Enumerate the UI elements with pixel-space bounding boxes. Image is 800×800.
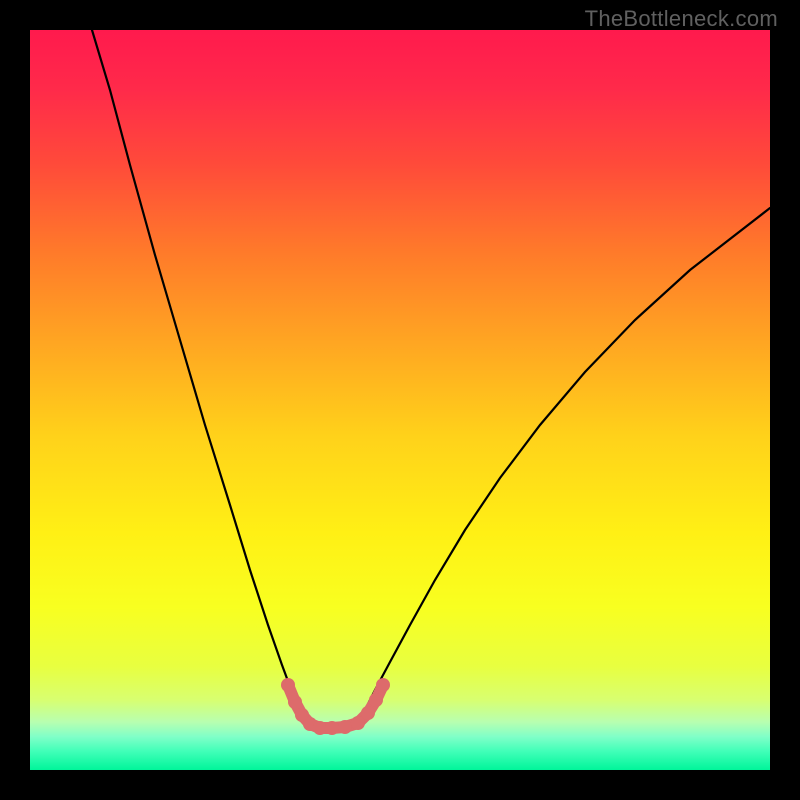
watermark-text: TheBottleneck.com [585, 6, 778, 32]
valley-dot [288, 695, 302, 709]
valley-dot [376, 678, 390, 692]
valley-dot [313, 721, 327, 735]
valley-dot [281, 678, 295, 692]
gradient-background [30, 30, 770, 770]
v-curve-plot [30, 30, 770, 770]
chart-area [30, 30, 770, 770]
valley-dot [361, 706, 375, 720]
valley-dot [325, 721, 339, 735]
valley-dot [338, 720, 352, 734]
valley-dot [369, 693, 383, 707]
chart-container: TheBottleneck.com [0, 0, 800, 800]
valley-dot [351, 716, 365, 730]
